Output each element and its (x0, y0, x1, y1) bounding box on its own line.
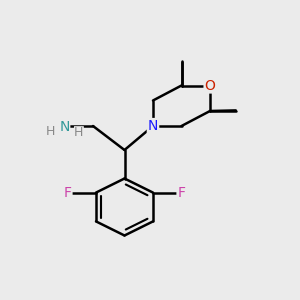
Text: F: F (178, 186, 185, 200)
Text: N: N (59, 120, 70, 134)
Text: F: F (64, 186, 71, 200)
Text: N: N (148, 119, 158, 133)
Text: O: O (205, 79, 215, 92)
Text: H: H (74, 126, 84, 140)
Text: H: H (46, 125, 55, 139)
